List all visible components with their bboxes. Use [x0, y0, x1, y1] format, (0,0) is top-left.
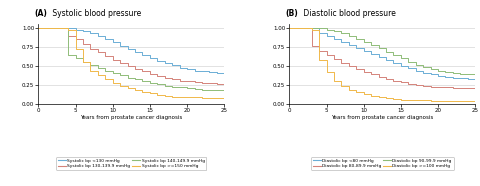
Text: Systolic blood pressure: Systolic blood pressure — [50, 9, 142, 18]
Legend: Diastolic bp <80 mmHg, Diastolic bp 80-89.9 mmHg, Diastolic bp 90-99.9 mmHg, Dia: Diastolic bp <80 mmHg, Diastolic bp 80-8… — [311, 157, 454, 170]
Legend: Systolic bp <130 mmHg, Systolic bp 130-139.9 mmHg, Systolic bp 140-149.9 mmHg, S: Systolic bp <130 mmHg, Systolic bp 130-1… — [56, 157, 206, 170]
X-axis label: Years from prostate cancer diagnosis: Years from prostate cancer diagnosis — [331, 115, 433, 120]
Text: Diastolic blood pressure: Diastolic blood pressure — [301, 9, 396, 18]
Text: (A): (A) — [35, 9, 48, 18]
X-axis label: Years from prostate cancer diagnosis: Years from prostate cancer diagnosis — [80, 115, 182, 120]
Text: (B): (B) — [286, 9, 299, 18]
